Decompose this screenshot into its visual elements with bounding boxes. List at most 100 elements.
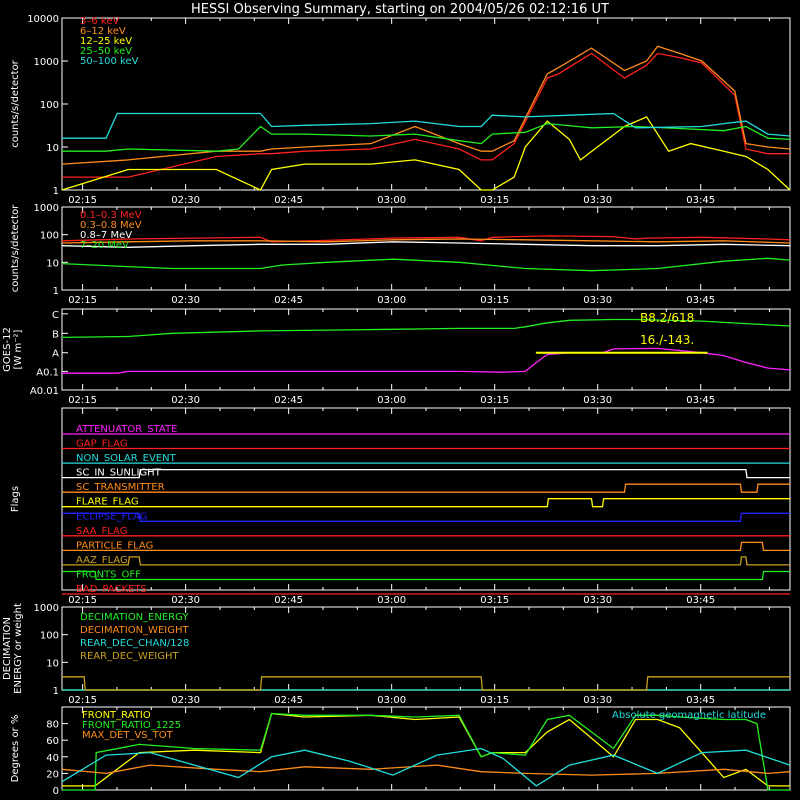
flag-line-8 bbox=[62, 541, 790, 552]
goes-time-tick-label: 02:15 bbox=[68, 395, 97, 406]
goes-time-tick-label: 03:00 bbox=[377, 395, 406, 406]
ratio-ytick-label: 20 bbox=[46, 769, 59, 780]
xray-time-tick-label: 03:30 bbox=[583, 195, 612, 206]
ratio-ytick-label: 60 bbox=[46, 736, 59, 747]
flags-ylabel: Flags bbox=[10, 486, 21, 512]
flags-time-tick-label: 03:15 bbox=[480, 595, 509, 606]
goes-series-long bbox=[61, 318, 791, 339]
goes-series-short bbox=[62, 347, 791, 374]
ratio-legend-1: FRONT_RATIO_1225 bbox=[82, 720, 181, 731]
ratio-ytick-label: 0 bbox=[53, 786, 59, 797]
flag-line-9 bbox=[62, 556, 790, 566]
flag-label-1: GAP_FLAG bbox=[76, 439, 128, 450]
gamma-time-tick-label: 03:30 bbox=[583, 295, 612, 306]
gamma-legend-2: 0.8–7 MeV bbox=[80, 230, 132, 241]
flag-line-3 bbox=[62, 468, 790, 479]
xray-time-tick-label: 03:15 bbox=[480, 195, 509, 206]
goes-ytick-label: B bbox=[52, 329, 59, 340]
gamma-legend-0: 0.1–0.3 MeV bbox=[80, 210, 142, 221]
goes-annotation-1: 16./-143. bbox=[640, 333, 694, 347]
gamma-ytick-label: 10 bbox=[46, 258, 59, 269]
flag-line-4 bbox=[62, 483, 790, 493]
xray-series-2 bbox=[61, 116, 791, 191]
decimation-time-tick-label: 02:30 bbox=[171, 695, 200, 706]
gamma-time-tick-label: 02:45 bbox=[274, 295, 303, 306]
goes-annotation-0: B8.2/618 bbox=[640, 311, 694, 325]
decimation-ytick-label: 10 bbox=[46, 658, 59, 669]
decimation-time-tick-label: 02:15 bbox=[68, 695, 97, 706]
decimation-ylabel-2: ENERGY or weight bbox=[13, 603, 24, 694]
goes-ytick-label: A0.01 bbox=[30, 386, 59, 397]
flags-time-tick-label: 02:30 bbox=[171, 595, 200, 606]
decimation-time-tick-label: 03:00 bbox=[377, 695, 406, 706]
flag-line-5 bbox=[62, 498, 790, 508]
xray-series-1 bbox=[61, 45, 791, 165]
gamma-series-3 bbox=[61, 257, 791, 272]
decimation-ytick-label: 1000 bbox=[34, 603, 59, 614]
gamma-time-tick-label: 03:15 bbox=[480, 295, 509, 306]
decimation-time-tick-label: 03:15 bbox=[480, 695, 509, 706]
goes-time-tick-label: 03:30 bbox=[583, 395, 612, 406]
xray-legend-0: 3–6 keV bbox=[80, 16, 119, 27]
gamma-series-0 bbox=[61, 235, 791, 243]
ratio-legend-0: FRONT_RATIO bbox=[82, 710, 151, 721]
xray-time-tick-label: 02:30 bbox=[171, 195, 200, 206]
gamma-series-2 bbox=[61, 241, 791, 248]
decimation-series-3 bbox=[62, 676, 790, 691]
ratio-legend-3: Absolute geomagnetic latitude bbox=[612, 710, 766, 721]
decimation-time-tick-label: 03:45 bbox=[686, 695, 715, 706]
xray-series-4 bbox=[62, 112, 791, 139]
goes-time-tick-label: 02:30 bbox=[171, 395, 200, 406]
xray-time-tick-label: 02:15 bbox=[68, 195, 97, 206]
gamma-panel-frame bbox=[61, 206, 791, 291]
flag-line-6 bbox=[62, 512, 790, 522]
ratio-series-3 bbox=[61, 747, 791, 787]
decimation-ytick-label: 100 bbox=[40, 631, 59, 642]
goes-ytick-label: C bbox=[52, 310, 59, 321]
figure-title: HESSI Observing Summary, starting on 200… bbox=[191, 2, 609, 17]
flag-label-2: NON_SOLAR_EVENT bbox=[76, 453, 177, 464]
goes-time-tick-label: 03:15 bbox=[480, 395, 509, 406]
flag-label-3: SC_IN_SUNLIGHT bbox=[76, 468, 162, 479]
gamma-time-tick-label: 02:30 bbox=[171, 295, 200, 306]
xray-legend-2: 12–25 keV bbox=[80, 36, 132, 47]
xray-ylabel: counts/s/detector bbox=[10, 59, 21, 147]
gamma-time-tick-label: 03:00 bbox=[377, 295, 406, 306]
gamma-ytick-label: 1000 bbox=[34, 203, 59, 214]
xray-ytick-label: 1 bbox=[53, 186, 59, 197]
gamma-time-tick-label: 02:15 bbox=[68, 295, 97, 306]
xray-series-0 bbox=[62, 52, 790, 178]
decimation-legend-2: REAR_DEC_CHAN/128 bbox=[80, 638, 189, 649]
flag-label-9: AAZ_FLAG bbox=[76, 555, 128, 566]
goes-time-tick-label: 03:45 bbox=[686, 395, 715, 406]
goes-ylabel: GOES-12 bbox=[2, 327, 13, 372]
flag-label-8: PARTICLE_FLAG bbox=[76, 540, 153, 551]
gamma-ylabel: counts/s/detector bbox=[10, 204, 21, 292]
xray-legend-1: 6–12 keV bbox=[80, 26, 126, 37]
xray-time-tick-label: 03:00 bbox=[377, 195, 406, 206]
xray-ytick-label: 10 bbox=[46, 143, 59, 154]
flags-time-tick-label: 03:30 bbox=[583, 595, 612, 606]
gamma-ytick-label: 1 bbox=[53, 286, 59, 297]
decimation-time-tick-label: 03:30 bbox=[583, 695, 612, 706]
flags-time-tick-label: 02:45 bbox=[274, 595, 303, 606]
flag-label-6: ECLIPSE_FLAG bbox=[76, 511, 147, 522]
decimation-time-tick-label: 02:45 bbox=[274, 695, 303, 706]
gamma-series-1 bbox=[61, 238, 791, 244]
xray-legend-4: 50–100 keV bbox=[80, 56, 139, 67]
ratio-series-1 bbox=[62, 712, 790, 791]
ratio-legend-2: MAX_DET_VS_TOT bbox=[82, 730, 174, 741]
xray-panel-frame bbox=[61, 17, 791, 191]
gamma-time-tick-label: 03:45 bbox=[686, 295, 715, 306]
decimation-ytick-label: 1 bbox=[53, 686, 59, 697]
gamma-ytick-label: 100 bbox=[40, 231, 59, 242]
xray-ytick-label: 10000 bbox=[27, 14, 59, 25]
decimation-legend-3: REAR_DEC_WEIGHT bbox=[80, 651, 179, 662]
goes-ytick-label: A0.1 bbox=[36, 367, 59, 378]
flag-label-10: FRONTS_OFF bbox=[76, 569, 141, 580]
goes-ylabel-units: [W m⁻²] bbox=[13, 329, 24, 369]
flag-label-4: SC_TRANSMITTER bbox=[76, 482, 165, 493]
flags-time-tick-label: 03:45 bbox=[686, 595, 715, 606]
flag-label-7: SAA_FLAG bbox=[76, 526, 127, 537]
